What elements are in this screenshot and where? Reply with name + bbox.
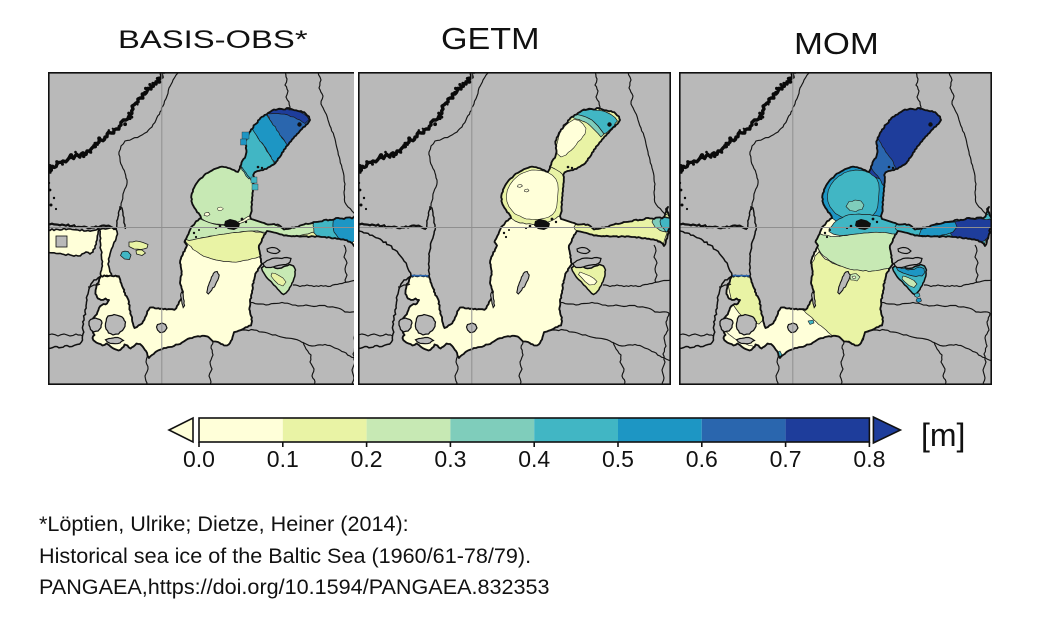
svg-text:[m]: [m] xyxy=(921,417,965,453)
svg-text:0.7: 0.7 xyxy=(770,446,802,472)
svg-text:0.1: 0.1 xyxy=(267,446,299,472)
svg-text:0.8: 0.8 xyxy=(853,446,885,472)
svg-text:0.4: 0.4 xyxy=(518,446,550,472)
svg-text:0.2: 0.2 xyxy=(351,446,383,472)
svg-text:0.3: 0.3 xyxy=(434,446,466,472)
svg-text:0.0: 0.0 xyxy=(183,446,215,472)
svg-text:0.6: 0.6 xyxy=(686,446,718,472)
svg-text:0.5: 0.5 xyxy=(602,446,634,472)
